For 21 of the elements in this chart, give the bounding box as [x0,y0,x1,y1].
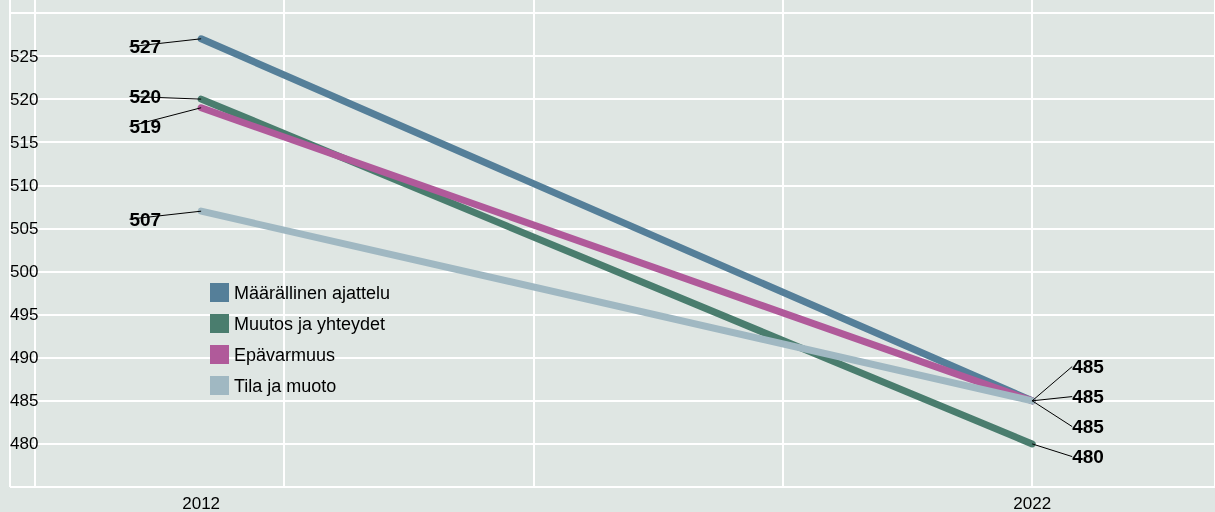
y-tick-label: 510 [10,175,39,195]
data-label: 485 [1072,416,1105,438]
y-tick-label: 520 [10,89,39,109]
legend-label: Tila ja muoto [234,375,337,396]
legend-label: Epävarmuus [234,344,336,365]
data-label: 485 [1072,356,1105,378]
x-tick-label: 2012 [182,494,221,512]
legend-label: Muutos ja yhteydet [234,313,386,334]
data-label: 485 [1072,386,1105,408]
y-tick-label: 480 [10,434,39,454]
y-tick-label: 515 [10,132,39,152]
y-tick-label: 485 [10,391,39,411]
x-tick-label: 2022 [1013,494,1052,512]
y-tick-label: 505 [10,218,39,238]
y-tick-label: 490 [10,348,39,368]
y-tick-label: 500 [10,262,39,282]
data-label: 480 [1072,446,1104,468]
data-label: 519 [129,115,162,137]
y-tick-label: 495 [10,305,39,325]
y-tick-label: 525 [10,46,39,66]
legend-label: Määrällinen ajattelu [234,282,391,303]
